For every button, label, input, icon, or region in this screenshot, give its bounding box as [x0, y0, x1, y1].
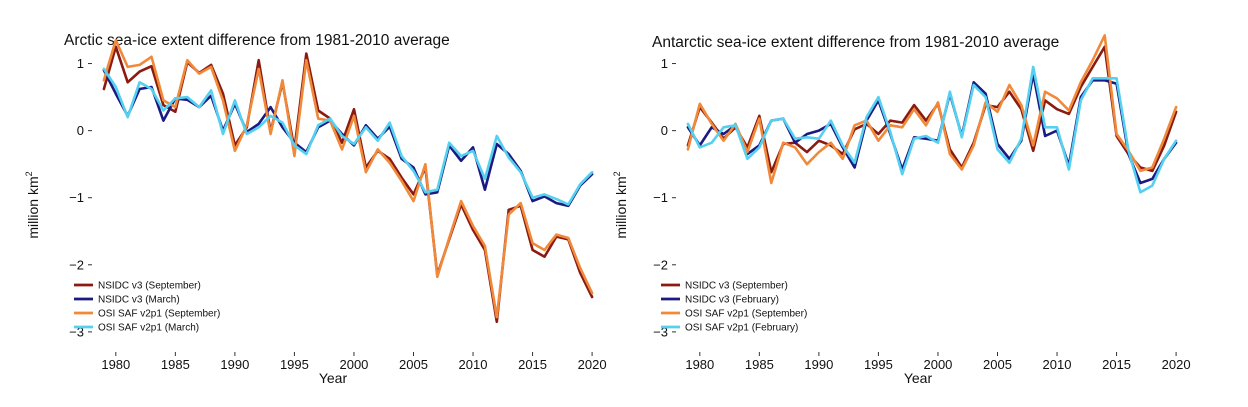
antarctic-legend-label: NSIDC v3 (February)	[685, 295, 779, 306]
arctic-legend-label: OSI SAF v2p1 (March)	[98, 323, 199, 334]
antarctic-y-axis-label: million km2	[612, 171, 629, 238]
arctic-ytick-label: −2	[69, 257, 84, 272]
arctic-series-line-osi-saf-v2p1-march	[102, 67, 594, 206]
antarctic-y-axis-unit-superscript: 2	[612, 171, 622, 176]
antarctic-legend: NSIDC v3 (September) NSIDC v3 (February) O…	[661, 281, 807, 334]
antarctic-chart-title: Antarctic sea-ice extent difference from…	[652, 34, 1059, 51]
arctic-xtick-label: 2010	[459, 357, 488, 372]
antarctic-series-line-nsidc-v3-september	[686, 45, 1178, 174]
arctic-y-axis-unit: million km	[25, 176, 41, 238]
antarctic-ytick-label: 1	[661, 56, 668, 71]
arctic-ytick-label: −1	[69, 190, 84, 205]
antarctic-xtick-label: 1980	[685, 357, 714, 372]
arctic-ytick-label: 1	[77, 56, 84, 71]
arctic-series-line-nsidc-v3-march	[102, 68, 594, 208]
antarctic-legend-label: OSI SAF v2p1 (September)	[685, 309, 807, 320]
arctic-xtick-label: 1985	[161, 357, 190, 372]
antarctic-xtick-label: 2005	[983, 357, 1012, 372]
antarctic-ytick-label: −2	[653, 257, 668, 272]
antarctic-xtick-label: 2015	[1102, 357, 1131, 372]
arctic-xtick-label: 1995	[280, 357, 309, 372]
arctic-xtick-label: 1990	[220, 357, 249, 372]
antarctic-x-axis-label: Year	[904, 370, 933, 386]
antarctic-ytick-label: −1	[653, 190, 668, 205]
arctic-xtick-label: 2000	[339, 357, 368, 372]
arctic-xtick-label: 1980	[101, 357, 130, 372]
arctic-ytick-label: 0	[77, 123, 84, 138]
antarctic-legend-label: NSIDC v3 (September)	[685, 281, 788, 292]
antarctic-xtick-label: 2020	[1162, 357, 1191, 372]
arctic-chart-title: Arctic sea-ice extent difference from 19…	[64, 32, 450, 49]
arctic-legend-label: NSIDC v3 (September)	[98, 281, 201, 292]
arctic-xtick-label: 2020	[578, 357, 607, 372]
arctic-series-line-osi-saf-v2p1-september	[102, 38, 594, 319]
antarctic-ytick-label: 0	[661, 123, 668, 138]
antarctic-xtick-label: 1990	[804, 357, 833, 372]
arctic-y-axis-label: million km2	[24, 171, 41, 238]
arctic-legend-label: OSI SAF v2p1 (September)	[98, 309, 220, 320]
arctic-panel: Arctic sea-ice extent difference from 19…	[24, 32, 607, 386]
antarctic-series-line-osi-saf-v2p1-september	[686, 34, 1178, 185]
antarctic-xtick-label: 2000	[923, 357, 952, 372]
antarctic-xtick-label: 1985	[745, 357, 774, 372]
antarctic-series-line-osi-saf-v2p1-february	[686, 65, 1178, 194]
arctic-x-axis-label: Year	[319, 370, 348, 386]
antarctic-panel: Antarctic sea-ice extent difference from…	[612, 34, 1191, 386]
arctic-legend-label: NSIDC v3 (March)	[98, 295, 180, 306]
arctic-xtick-label: 2005	[399, 357, 428, 372]
antarctic-y-axis-unit: million km	[613, 176, 629, 238]
antarctic-legend-label: OSI SAF v2p1 (February)	[685, 323, 798, 334]
arctic-y-axis-unit-superscript: 2	[24, 171, 34, 176]
antarctic-xtick-label: 1995	[864, 357, 893, 372]
arctic-xtick-label: 2015	[518, 357, 547, 372]
arctic-legend: NSIDC v3 (September) NSIDC v3 (March) OSI …	[74, 281, 220, 334]
antarctic-xtick-label: 2010	[1043, 357, 1072, 372]
